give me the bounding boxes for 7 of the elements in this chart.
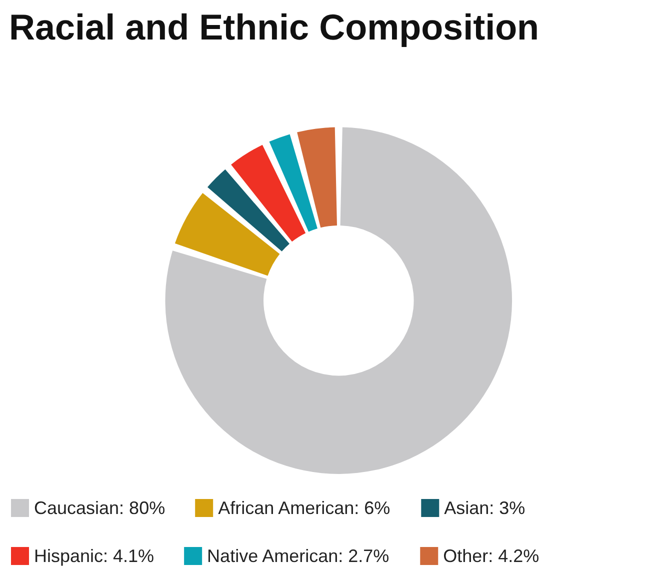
chart-title: Racial and Ethnic Composition [9,6,540,48]
legend-label: Native American: 2.7% [207,546,390,566]
legend-label: Other: 4.2% [443,546,540,566]
legend-label: Asian: 3% [444,498,526,518]
legend-label: Caucasian: 80% [34,498,166,518]
legend-label: African American: 6% [218,498,390,518]
legend-label: Hispanic: 4.1% [34,546,154,566]
